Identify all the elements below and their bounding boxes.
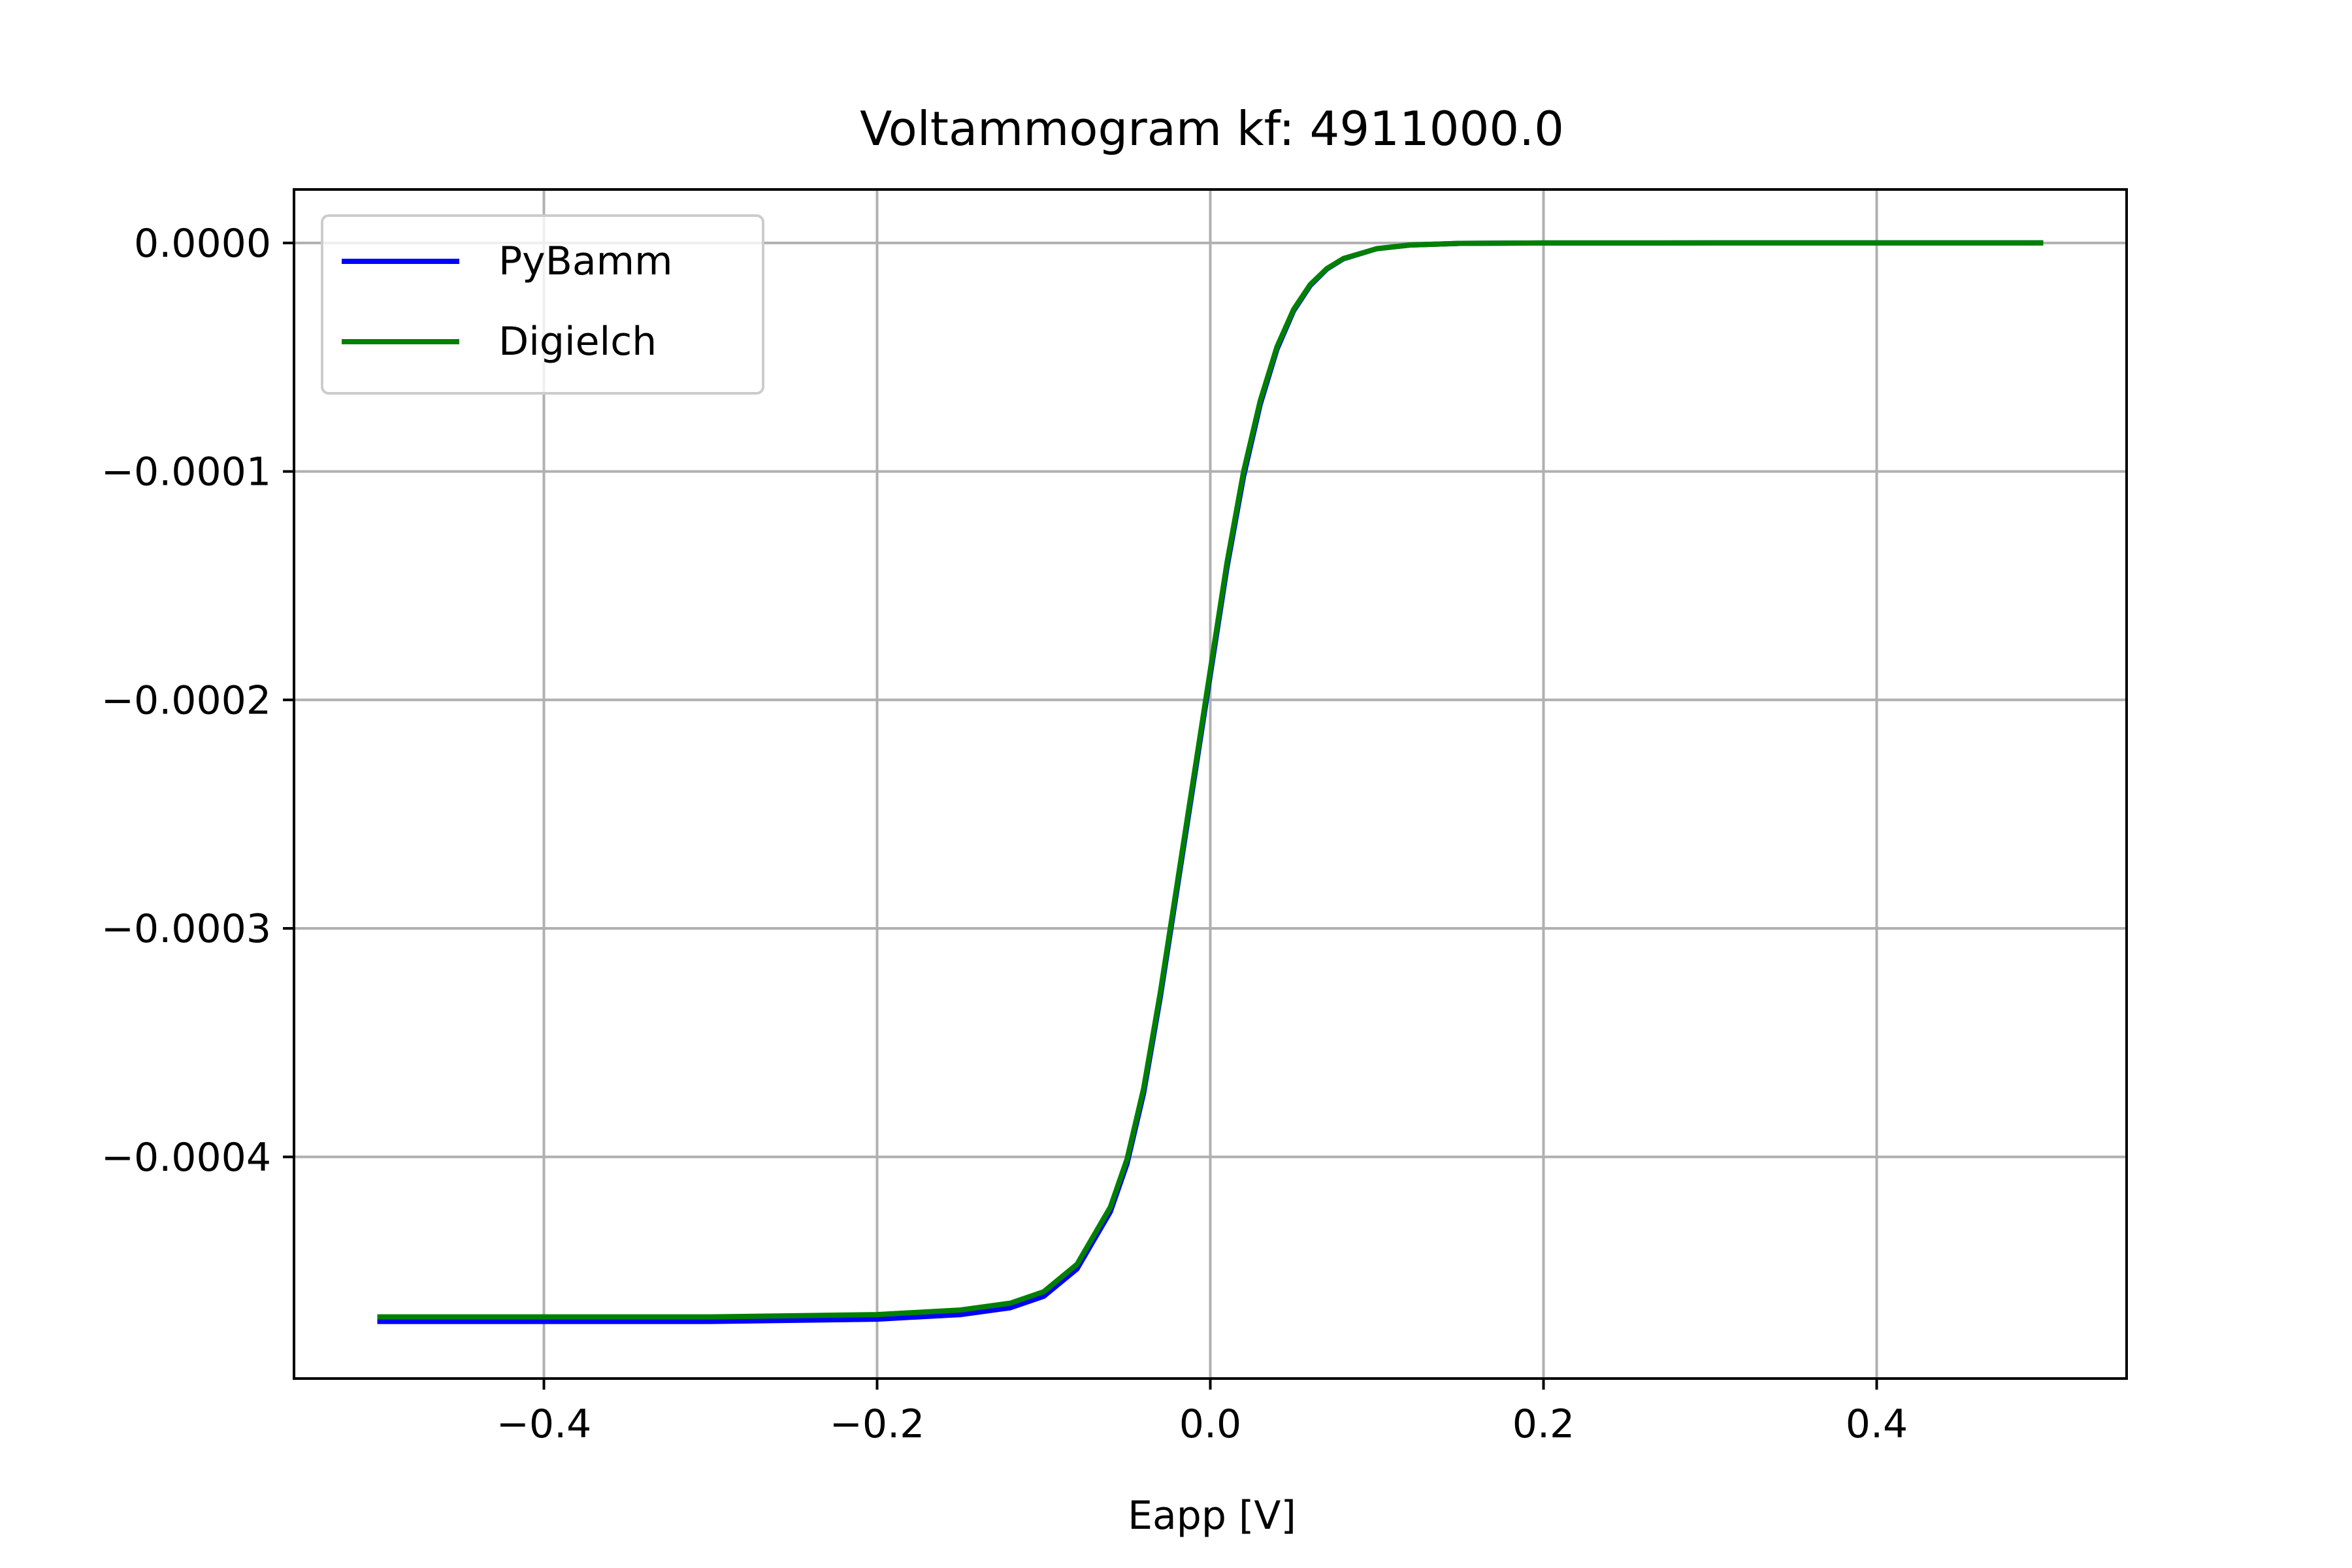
chart-title: Voltammogram kf: 4911000.0 — [860, 101, 1564, 156]
series-lines — [377, 240, 2044, 1324]
x-axis-label: Eapp [V] — [1128, 1493, 1296, 1539]
x-tick-label: 0.4 — [1846, 1401, 1908, 1447]
x-tick-label: 0.2 — [1512, 1401, 1575, 1447]
series-line-digielch — [377, 240, 2044, 1320]
axis-ticks: −0.4 −0.2 0.0 0.2 0.4 0.0000 −0.0001 −0.0002 −0.… — [101, 221, 1908, 1447]
y-tick-label: −0.0003 — [101, 906, 271, 952]
x-tick-label: −0.4 — [497, 1401, 592, 1447]
y-tick-label: −0.0002 — [101, 678, 271, 723]
legend-label-digielch: Digielch — [498, 319, 657, 365]
grid — [294, 189, 2127, 1379]
y-tick-label: −0.0001 — [101, 449, 271, 495]
x-tick-label: −0.2 — [830, 1401, 925, 1447]
legend: PyBamm Digielch — [321, 214, 764, 395]
y-tick-label: 0.0000 — [134, 221, 271, 267]
legend-label-pybamm: PyBamm — [498, 238, 673, 284]
x-tick-label: 0.0 — [1179, 1401, 1241, 1447]
y-tick-label: −0.0004 — [101, 1135, 271, 1181]
